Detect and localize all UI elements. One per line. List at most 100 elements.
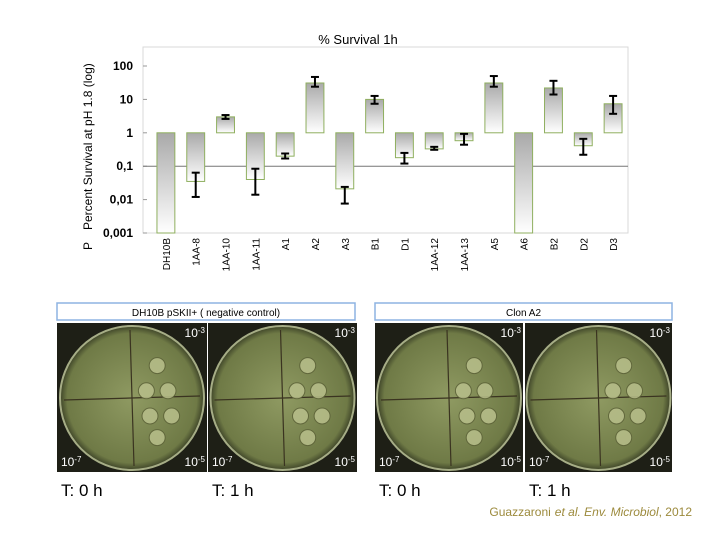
y-tick-label: 10 xyxy=(120,92,134,106)
error-bar xyxy=(221,114,230,120)
dilution-exponent: -7 xyxy=(392,455,400,464)
colony-spot xyxy=(159,382,177,400)
error-bar xyxy=(370,94,379,105)
dilution-label: 10-3 xyxy=(185,326,206,341)
x-tick-label: B1 xyxy=(371,238,382,251)
colony-spot xyxy=(615,357,633,375)
colony-spot xyxy=(310,382,327,400)
panel-header: DH10B pSKII+ ( negative control) xyxy=(132,308,280,319)
x-tick-label: 1AA-12 xyxy=(430,238,441,272)
error-bar xyxy=(340,185,349,205)
x-tick-label: D2 xyxy=(579,238,590,251)
dilution-label: 10-7 xyxy=(61,455,82,470)
dilution-base: 10 xyxy=(501,326,515,340)
x-tick-label: 1AA-10 xyxy=(222,238,233,272)
plate-divider xyxy=(595,329,602,467)
panel-header: Clon A2 xyxy=(506,308,541,319)
time-label: T: 0 h xyxy=(61,481,103,500)
citation-author: Guazzaroni xyxy=(489,505,550,519)
panel-header-box xyxy=(374,302,673,321)
dilution-exponent: -7 xyxy=(74,455,82,464)
colony-spot xyxy=(629,407,647,425)
y-axis-label: Percent Survival at pH 1.8 (log) xyxy=(81,63,95,230)
x-tick-label: 1AA-13 xyxy=(460,238,471,272)
bar xyxy=(305,82,325,134)
plot-frame xyxy=(142,46,629,234)
dilution-base: 10 xyxy=(212,455,226,469)
x-tick-label: D3 xyxy=(609,238,620,251)
x-tick-label: B2 xyxy=(549,238,560,251)
dilution-exponent: -3 xyxy=(198,326,206,335)
x-tick-label: DH10B xyxy=(162,238,173,271)
y-tick-label: 0,001 xyxy=(103,226,133,240)
colony-spot xyxy=(163,407,181,425)
error-bar xyxy=(579,137,588,156)
colony-spot xyxy=(626,382,643,400)
colony-spot xyxy=(292,407,309,425)
colony-spot xyxy=(137,382,155,400)
dilution-exponent: -7 xyxy=(542,455,550,464)
plate-divider xyxy=(129,329,135,467)
error-bar xyxy=(310,75,319,88)
dilution-label: 10-3 xyxy=(335,326,356,341)
dilution-exponent: -5 xyxy=(198,455,206,464)
colony-spot xyxy=(313,407,331,425)
error-bar xyxy=(430,145,439,151)
dilution-base: 10 xyxy=(185,455,199,469)
dilution-base: 10 xyxy=(650,326,664,340)
dilution-label: 10-5 xyxy=(335,455,356,470)
colony-spot xyxy=(465,357,483,375)
dilution-base: 10 xyxy=(529,455,543,469)
bar xyxy=(484,82,504,134)
error-bar xyxy=(191,171,200,198)
time-label: T: 0 h xyxy=(379,481,421,500)
colony-spot xyxy=(148,357,166,375)
dilution-label: 10-7 xyxy=(212,455,233,470)
time-label: T: 1 h xyxy=(529,481,571,500)
dilution-label: 10-3 xyxy=(501,326,522,341)
bar xyxy=(335,132,355,190)
chart-title: % Survival 1h xyxy=(318,32,397,47)
colony-spot xyxy=(141,407,159,425)
x-tick-label: A2 xyxy=(311,238,322,251)
dilution-exponent: -7 xyxy=(225,455,233,464)
colony-spot xyxy=(476,382,494,400)
citation-journal: et al. Env. Microbiol xyxy=(555,505,659,519)
error-bar xyxy=(400,151,409,165)
error-bar xyxy=(251,167,260,196)
y-axis-label-prefix: P xyxy=(81,242,95,250)
dilution-base: 10 xyxy=(61,455,75,469)
dilution-label: 10-7 xyxy=(529,455,550,470)
dilution-base: 10 xyxy=(501,455,515,469)
colony-spot xyxy=(148,429,166,447)
dilution-label: 10-5 xyxy=(185,455,206,470)
dilution-exponent: -3 xyxy=(514,326,522,335)
error-bar xyxy=(460,132,469,146)
dilution-label: 10-5 xyxy=(650,455,671,470)
plate-divider xyxy=(446,329,452,467)
dilution-base: 10 xyxy=(650,455,664,469)
x-tick-label: A1 xyxy=(281,238,292,251)
colony-spot xyxy=(458,407,476,425)
colony-spot xyxy=(299,357,317,375)
colony-spot xyxy=(604,382,622,400)
panel-header-box xyxy=(56,302,356,321)
dilution-label: 10-7 xyxy=(379,455,400,470)
colony-spot xyxy=(454,382,472,400)
y-tick-label: 0,1 xyxy=(116,159,133,173)
y-tick-label: 100 xyxy=(113,59,133,73)
x-tick-label: 1AA-11 xyxy=(251,238,262,271)
error-bar xyxy=(489,75,498,88)
colony-spot xyxy=(615,429,633,447)
x-tick-label: 1AA-8 xyxy=(192,238,203,266)
citation-year: , 2012 xyxy=(659,505,693,519)
dilution-base: 10 xyxy=(379,455,393,469)
dilution-exponent: -5 xyxy=(348,455,356,464)
x-tick-label: D1 xyxy=(400,238,411,251)
colony-spot xyxy=(299,429,317,447)
dilution-label: 10-3 xyxy=(650,326,671,341)
dilution-base: 10 xyxy=(185,326,199,340)
error-bar xyxy=(609,94,618,115)
